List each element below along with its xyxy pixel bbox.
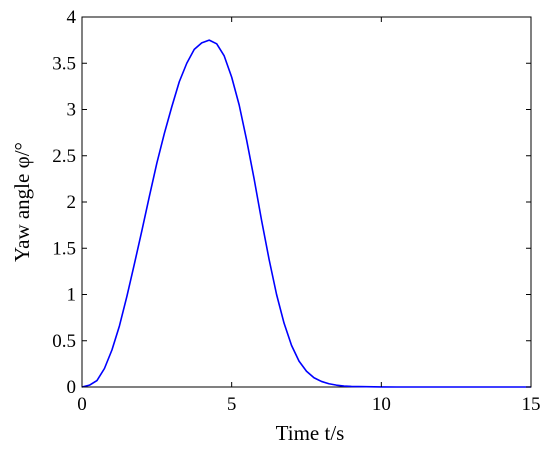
y-tick-label: 2 — [67, 192, 77, 213]
x-tick-label: 0 — [77, 394, 87, 415]
plot-area — [81, 16, 532, 388]
y-tick-label: 3 — [67, 100, 77, 121]
y-axis-title: Yaw angle φ/° — [10, 142, 34, 262]
y-tick-label: 1 — [67, 285, 77, 306]
y-tick-label: 3.5 — [52, 53, 76, 74]
y-tick-label: 0.5 — [52, 331, 76, 352]
x-axis-title: Time t/s — [276, 421, 345, 445]
x-tick-label: 15 — [522, 394, 541, 415]
y-tick-label: 4 — [67, 7, 77, 28]
axis-ticks: 0 5 10 15 0 0.5 1 1.5 2 2.5 3 3.5 4 — [52, 7, 540, 415]
plot-frame — [81, 16, 532, 388]
x-tick-label: 5 — [227, 394, 237, 415]
x-tick-label: 10 — [372, 394, 391, 415]
series-line-0 — [81, 39, 531, 388]
y-tick-label: 0 — [67, 377, 77, 398]
y-tick-label: 1.5 — [52, 238, 76, 259]
y-tick-label: 2.5 — [52, 146, 76, 167]
